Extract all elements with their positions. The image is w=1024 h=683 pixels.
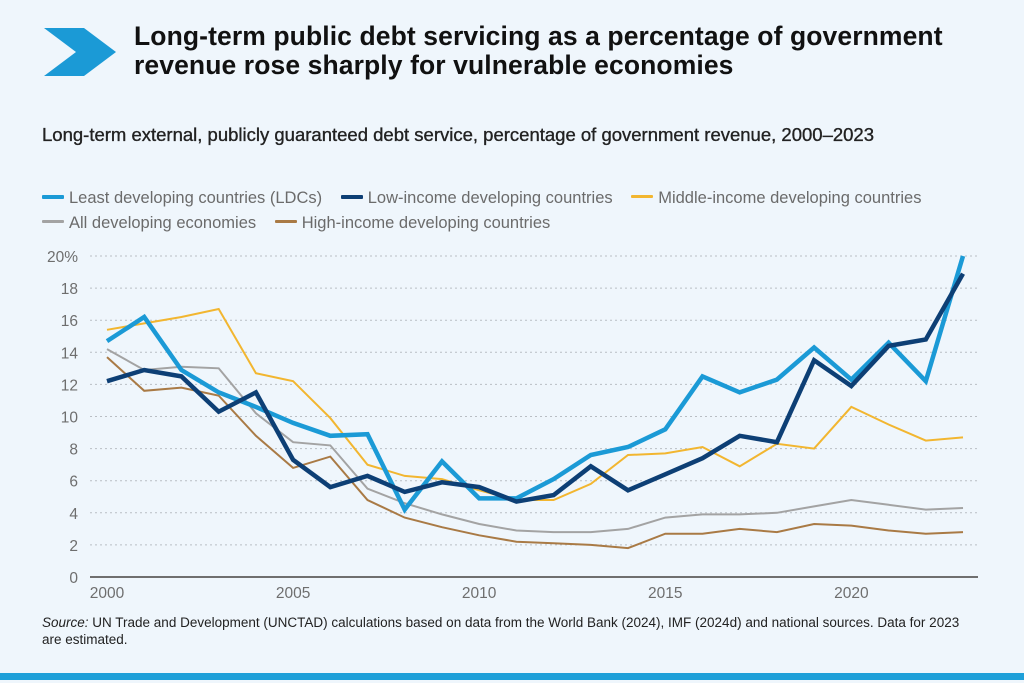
y-tick-label: 12	[61, 377, 78, 394]
y-tick-label: 0	[69, 570, 78, 587]
legend-swatch	[631, 195, 654, 199]
series-line-high-income-developing-countries	[106, 356, 964, 550]
chart-legend: Least developing countries (LDCs) Low-in…	[42, 186, 982, 236]
gridlines	[90, 255, 978, 546]
legend-item: Least developing countries (LDCs)	[42, 189, 322, 207]
source-text: UN Trade and Development (UNCTAD) calcul…	[42, 615, 960, 647]
chevron-right-icon	[44, 28, 116, 76]
series-line-low-income-developing-countries	[106, 272, 965, 504]
x-axis-tick-labels: 2000 2005 2010 2015 2020	[90, 585, 869, 602]
legend-item: Low-income developing countries	[340, 189, 613, 207]
bottom-accent-bar	[0, 673, 1024, 680]
legend-item: High-income developing countries	[274, 214, 551, 232]
series-lines	[105, 255, 966, 550]
legend-label: Middle-income developing countries	[658, 189, 922, 207]
legend-label: Least developing countries (LDCs)	[69, 189, 323, 207]
x-tick-label: 2020	[834, 585, 869, 602]
y-tick-label: 16	[61, 313, 78, 330]
y-tick-label: 8	[69, 442, 78, 459]
y-tick-label: 10	[61, 410, 79, 427]
legend-swatch	[274, 220, 297, 224]
chart-subtitle: Long-term external, publicly guaranteed …	[42, 124, 875, 145]
chart-header: Long-term public debt servicing as a per…	[40, 22, 1000, 114]
y-tick-label: 6	[69, 474, 78, 491]
line-chart: 0 2 4 6 8 10 12 14 16 18 20% 2000 2005 2010 2015 2020	[47, 249, 978, 602]
legend-item: Middle-income developing countries	[631, 189, 921, 207]
source-label: Source:	[42, 615, 89, 630]
legend-label: Low-income developing countries	[367, 189, 613, 207]
y-tick-label: 4	[69, 506, 78, 523]
y-tick-label: 18	[61, 281, 78, 298]
chart-title: Long-term public debt servicing as a per…	[134, 21, 943, 80]
legend-label: High-income developing countries	[301, 214, 551, 232]
legend-swatch	[42, 194, 64, 199]
series-line-least-developing-countries-ldcs	[105, 255, 966, 514]
y-tick-label: 14	[61, 345, 79, 362]
legend-label: All developing economies	[69, 214, 257, 232]
y-axis-tick-labels: 0 2 4 6 8 10 12 14 16 18 20%	[47, 249, 78, 587]
y-tick-label: 20%	[47, 249, 78, 266]
x-tick-label: 2010	[462, 585, 497, 602]
x-tick-label: 2000	[90, 585, 125, 602]
y-tick-label: 2	[69, 538, 78, 555]
x-tick-label: 2015	[648, 585, 682, 602]
source-note: Source: UN Trade and Development (UNCTAD…	[42, 614, 982, 648]
legend-item: All developing economies	[42, 214, 256, 232]
legend-swatch	[340, 194, 363, 199]
legend-swatch	[42, 220, 64, 224]
x-tick-label: 2005	[276, 585, 310, 602]
